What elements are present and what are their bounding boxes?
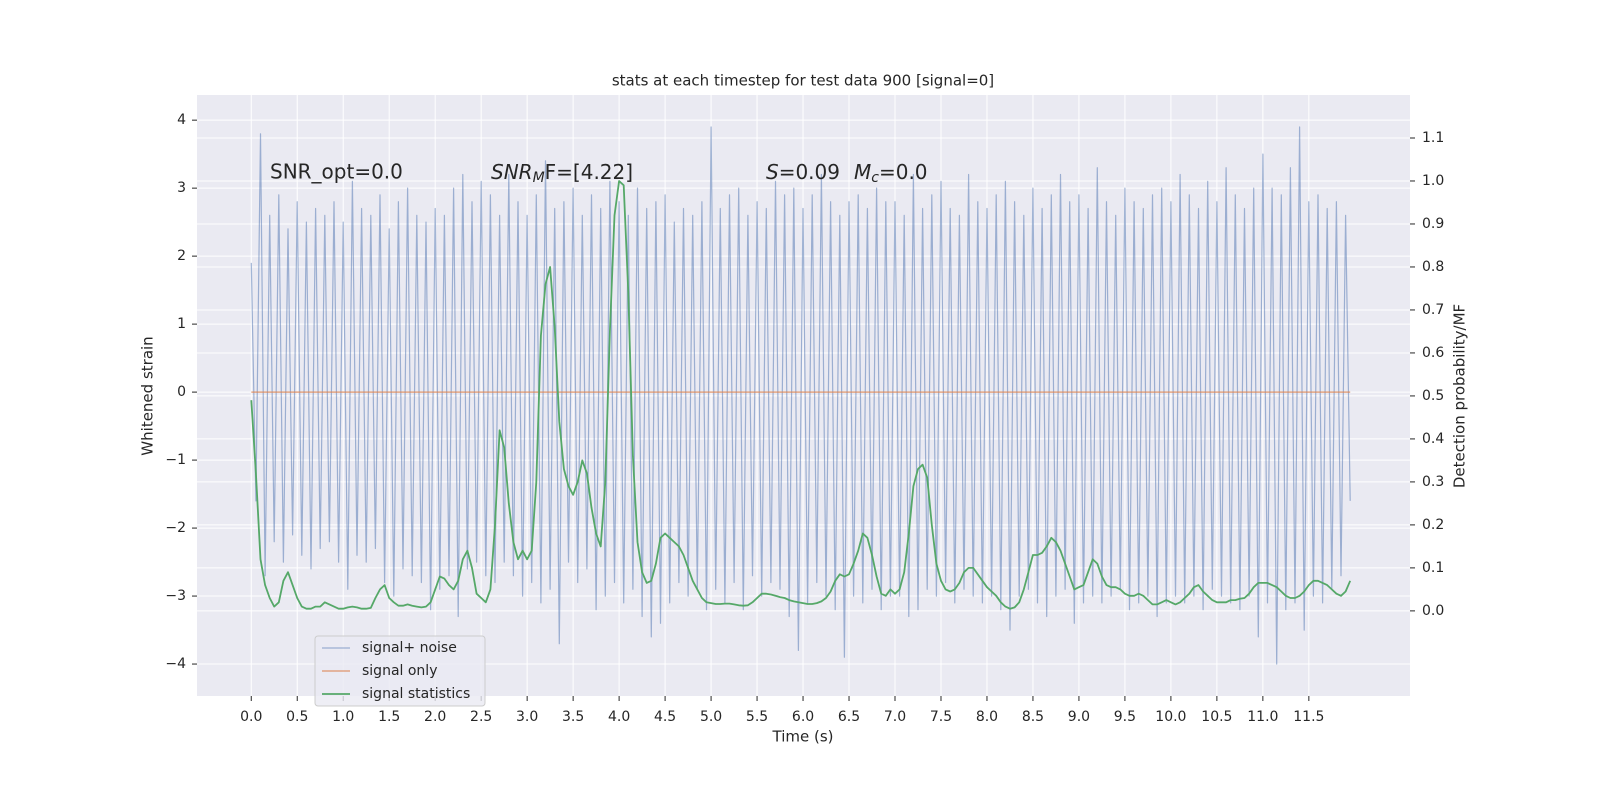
annotation: SNR_opt=0.0 xyxy=(270,160,403,184)
x-tick-label: 7.0 xyxy=(884,709,906,725)
x-tick-label: 4.5 xyxy=(654,709,676,725)
x-tick-label: 8.5 xyxy=(1022,709,1044,725)
y2-tick-label: 0.3 xyxy=(1422,474,1444,490)
x-tick-label: 4.0 xyxy=(608,709,630,725)
y2-tick-label: 0.2 xyxy=(1422,517,1444,533)
x-tick-label: 0.5 xyxy=(286,709,308,725)
legend: signal+ noise signal only signal statistic… xyxy=(314,635,486,707)
y2-tick-label: 0.1 xyxy=(1422,560,1444,576)
marks xyxy=(250,126,1352,665)
y2-tick-label: 0.8 xyxy=(1422,259,1444,275)
x-tick-label: 11.0 xyxy=(1247,709,1278,725)
annotation-part: =0.0 xyxy=(879,160,928,184)
y2-tick-label: 0.0 xyxy=(1422,603,1444,619)
chart-title: stats at each timestep for test data 900… xyxy=(612,72,994,90)
series-line xyxy=(250,126,1351,665)
annotation-part: M xyxy=(854,160,871,184)
x-tick-label: 5.0 xyxy=(700,709,722,725)
x-tick-label: 9.0 xyxy=(1068,709,1090,725)
x-tick-label: 1.0 xyxy=(332,709,354,725)
x-axis-label: Time (s) xyxy=(772,728,834,746)
y2-tick-label: 0.5 xyxy=(1422,388,1444,404)
y-tick-label: −2 xyxy=(165,520,186,536)
x-tick-label: 3.5 xyxy=(562,709,584,725)
x-tick-label: 6.0 xyxy=(792,709,814,725)
x-tick-label: 6.5 xyxy=(838,709,860,725)
x-tick-label: 10.0 xyxy=(1155,709,1186,725)
annotation-part: F=[4.22] xyxy=(545,160,633,184)
y-tick-label: −3 xyxy=(165,588,186,604)
series-line xyxy=(250,180,1352,610)
x-tick-label: 8.0 xyxy=(976,709,998,725)
y2-tick-label: 0.9 xyxy=(1422,216,1444,232)
x-tick-label: 9.5 xyxy=(1114,709,1136,725)
y-tick-label: 0 xyxy=(177,384,186,400)
x-tick-label: 3.0 xyxy=(516,709,538,725)
x-tick-label: 11.5 xyxy=(1293,709,1324,725)
y-tick-label: 4 xyxy=(177,112,186,128)
legend-label: signal only xyxy=(362,663,437,679)
y-tick-label: −4 xyxy=(165,656,186,672)
legend-box xyxy=(314,635,486,707)
annotation-part: S xyxy=(766,160,779,184)
x-tick-label: 7.5 xyxy=(930,709,952,725)
annotation-part: SNR xyxy=(491,160,533,184)
annotation-part: =0.09 xyxy=(779,160,840,184)
y2-tick-label: 0.4 xyxy=(1422,431,1444,447)
y2-tick-label: 1.1 xyxy=(1422,130,1444,146)
annotation-part: c xyxy=(871,170,879,186)
y2-axis-label: Detection probability/MF xyxy=(1451,304,1469,488)
y-tick-label: 3 xyxy=(177,180,186,196)
x-tick-label: 5.5 xyxy=(746,709,768,725)
y2-tick-label: 0.7 xyxy=(1422,302,1444,318)
annotation: S=0.09 Mc=0.0 xyxy=(766,160,928,187)
legend-label: signal+ noise xyxy=(362,640,457,656)
y2-tick-label: 0.6 xyxy=(1422,345,1444,361)
annotation-part: M xyxy=(533,170,545,186)
x-tick-label: 2.0 xyxy=(424,709,446,725)
annotation: SNRMF=[4.22] xyxy=(491,160,633,187)
x-tick-label: 0.0 xyxy=(240,709,262,725)
y-tick-label: 1 xyxy=(177,316,186,332)
x-tick-label: 10.5 xyxy=(1201,709,1232,725)
y-tick-label: 2 xyxy=(177,248,186,264)
y-axis-label: Whitened strain xyxy=(139,336,157,455)
x-tick-label: 1.5 xyxy=(378,709,400,725)
legend-label: signal statistics xyxy=(362,686,470,702)
y2-tick-label: 1.0 xyxy=(1422,173,1444,189)
x-tick-label: 2.5 xyxy=(470,709,492,725)
y-tick-label: −1 xyxy=(165,452,186,468)
